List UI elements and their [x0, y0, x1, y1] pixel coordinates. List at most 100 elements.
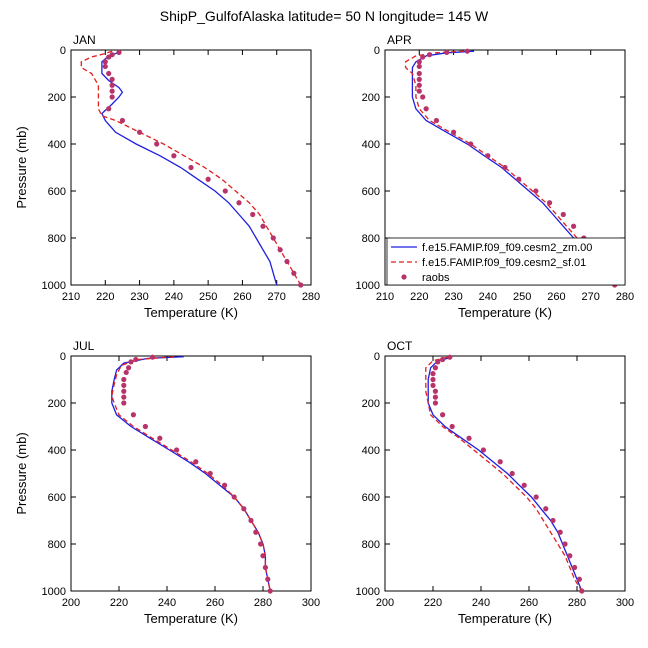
raobs-point: [154, 141, 160, 147]
x-tick-label: 220: [110, 597, 128, 609]
raobs-point: [222, 482, 228, 488]
x-tick-label: 240: [479, 291, 497, 303]
raobs-point: [430, 382, 436, 388]
raobs-point: [416, 70, 422, 77]
raobs-point: [416, 63, 422, 70]
raobs-point: [546, 200, 553, 206]
raobs-point: [420, 54, 426, 60]
y-tick-label: 0: [374, 45, 380, 57]
raobs-point: [543, 506, 549, 512]
y-tick-label: 600: [48, 186, 66, 198]
x-tick-label: 220: [96, 291, 114, 303]
raobs-point: [502, 164, 508, 171]
x-tick-label: 280: [568, 597, 586, 609]
raobs-point: [432, 394, 438, 400]
raobs-point: [109, 88, 115, 94]
raobs-point: [109, 94, 115, 100]
legend-entry: raobs: [422, 272, 450, 284]
raobs-point: [521, 482, 527, 488]
raobs-point: [533, 188, 539, 194]
raobs-point: [468, 141, 474, 147]
raobs-point: [222, 188, 228, 194]
raobs-point: [423, 106, 429, 112]
raobs-point: [171, 153, 177, 159]
panel-label: JUL: [73, 339, 95, 353]
raobs-point: [121, 388, 127, 394]
raobs-point: [207, 470, 213, 477]
raobs-point: [109, 76, 115, 82]
raobs-point: [426, 52, 433, 58]
series-line-sf01: [111, 356, 271, 592]
raobs-point: [142, 423, 148, 430]
legend-entry: f.e15.FAMIP.f09_f09.cesm2_zm.00: [422, 242, 592, 254]
x-tick-label: 260: [520, 597, 538, 609]
raobs-point: [416, 88, 422, 94]
raobs-point: [509, 470, 515, 477]
raobs-point: [466, 435, 472, 441]
y-tick-label: 400: [48, 445, 66, 457]
raobs-point: [562, 541, 568, 547]
raobs-point: [277, 247, 283, 253]
raobs-point: [174, 447, 180, 453]
series-line-sf01: [425, 356, 583, 592]
y-tick-label: 1000: [356, 586, 380, 598]
series-line-sf01: [404, 50, 616, 286]
raobs-point: [106, 70, 112, 77]
legend-box: [386, 237, 626, 286]
x-tick-label: 280: [254, 597, 272, 609]
x-tick-label: 300: [616, 597, 634, 609]
x-tick-label: 250: [513, 291, 531, 303]
raobs-point: [121, 400, 127, 406]
y-tick-label: 400: [362, 445, 380, 457]
raobs-point: [248, 517, 254, 524]
raobs-point: [533, 494, 539, 500]
y-axis-label: Pressure (mb): [14, 432, 29, 514]
raobs-point: [267, 588, 273, 594]
x-tick-label: 280: [302, 291, 320, 303]
raobs-point: [121, 376, 127, 383]
raobs-point: [550, 517, 556, 524]
x-tick-label: 240: [158, 597, 176, 609]
y-axis-label: Pressure (mb): [14, 126, 29, 208]
figure-title: ShipP_GulfofAlaska latitude= 50 N longit…: [160, 8, 489, 24]
raobs-point: [121, 382, 127, 388]
raobs-point: [430, 371, 436, 377]
raobs-point: [284, 258, 290, 265]
y-tick-label: 200: [362, 398, 380, 410]
raobs-point: [150, 354, 156, 360]
y-tick-label: 1000: [42, 280, 66, 292]
raobs-point: [121, 394, 127, 400]
y-tick-label: 800: [362, 233, 380, 245]
y-tick-label: 400: [362, 139, 380, 151]
raobs-point: [430, 376, 436, 383]
y-tick-label: 600: [362, 186, 380, 198]
raobs-point: [298, 282, 304, 288]
legend: f.e15.FAMIP.f09_f09.cesm2_zm.00 f.e15.FAM…: [386, 237, 626, 286]
legend-entry: f.e15.FAMIP.f09_f09.cesm2_sf.01: [422, 257, 586, 269]
raobs-point: [433, 117, 440, 124]
x-tick-label: 200: [376, 597, 394, 609]
y-tick-label: 800: [48, 539, 66, 551]
raobs-point: [123, 369, 129, 376]
raobs-point: [440, 412, 446, 418]
raobs-point: [572, 564, 578, 571]
raobs-point: [258, 541, 264, 547]
raobs-point: [420, 94, 426, 100]
raobs-point: [193, 459, 199, 465]
y-tick-label: 0: [374, 351, 380, 363]
x-tick-label: 260: [206, 597, 224, 609]
x-tick-label: 210: [62, 291, 80, 303]
x-tick-label: 220: [424, 597, 442, 609]
y-tick-label: 0: [60, 351, 66, 363]
raobs-point: [116, 49, 122, 55]
panel-jan: JAN 210 220 230 240 250 260 270 280 0 200 400 600 800…: [14, 33, 320, 320]
series-line-zm00: [101, 51, 278, 286]
raobs-point: [440, 356, 446, 363]
raobs-point: [560, 211, 566, 218]
x-tick-label: 270: [582, 291, 600, 303]
raobs-point: [449, 423, 455, 430]
raobs-point: [205, 176, 211, 182]
raobs-point: [432, 388, 438, 394]
raobs-point: [188, 164, 194, 171]
raobs-point: [260, 553, 266, 559]
